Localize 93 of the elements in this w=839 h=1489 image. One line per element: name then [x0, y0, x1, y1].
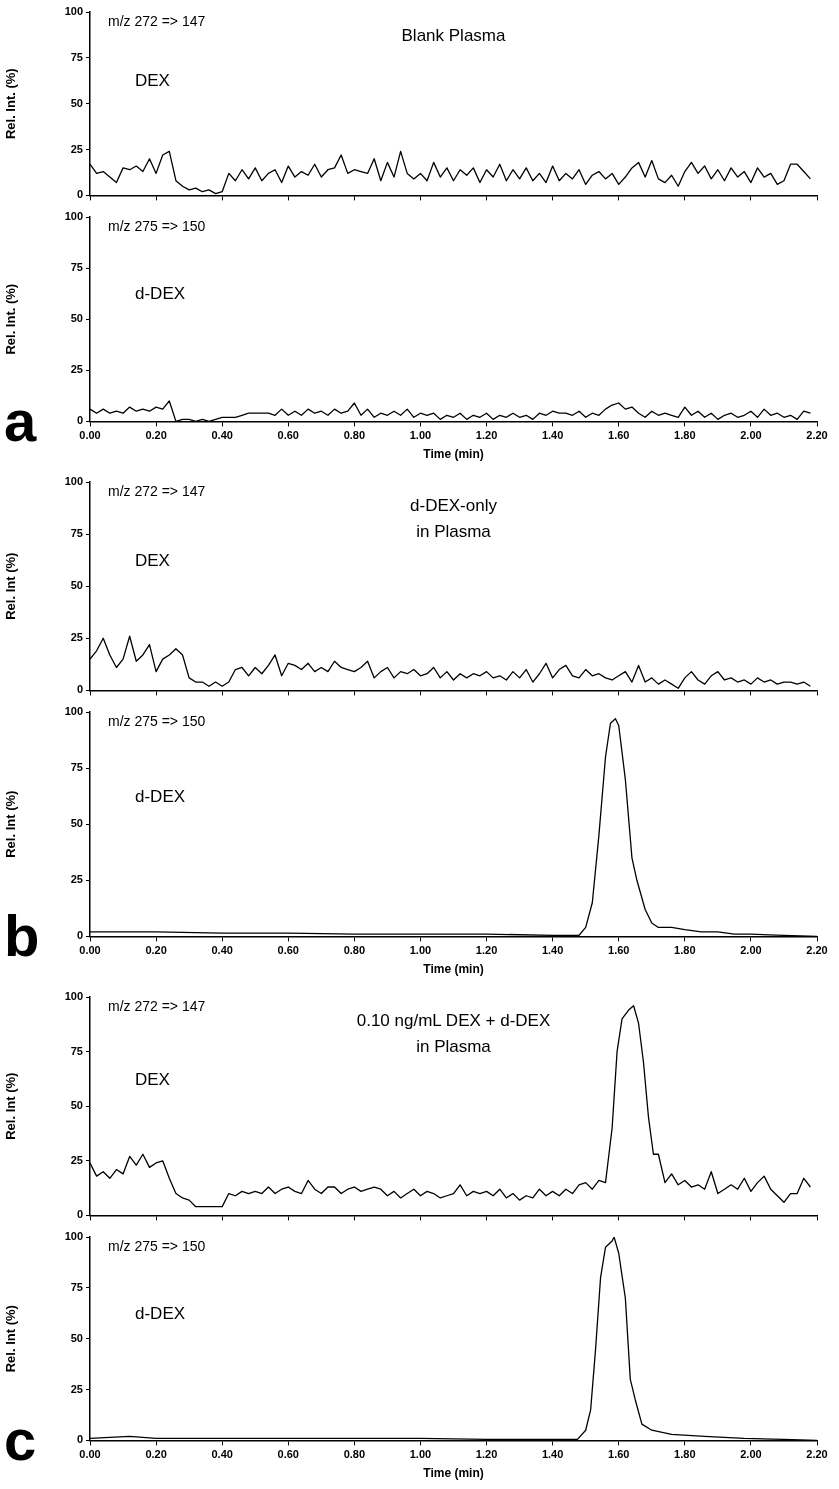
y-tick-label: 75 — [70, 761, 83, 774]
x-tick-label: 2.20 — [806, 944, 828, 957]
x-tick-label: 0.60 — [277, 944, 299, 957]
x-tick-label: 2.00 — [740, 429, 762, 442]
y-tick-label: 25 — [70, 873, 83, 886]
x-tick-label: 0.20 — [145, 429, 167, 442]
x-tick-label: 0.20 — [145, 1448, 167, 1461]
y-tick-label: 50 — [70, 96, 83, 109]
text: d-DEX-only in Plasma — [410, 495, 498, 541]
x-tick-label: 1.40 — [541, 944, 564, 957]
x-tick-label: 0.80 — [343, 944, 366, 957]
x-axis-title: Time (min) — [423, 447, 484, 462]
text: b — [4, 903, 40, 969]
y-tick-label: 100 — [64, 990, 83, 1003]
y-tick-label: 0 — [76, 929, 83, 942]
annotation: m/z 275 => 150 — [108, 1237, 206, 1254]
x-tick-label: 2.20 — [806, 429, 828, 442]
x-tick-label: 0.00 — [79, 1448, 101, 1461]
y-tick-label: 50 — [70, 817, 83, 830]
y-axis-title: Rel. Int (%) — [3, 1305, 19, 1373]
x-tick-label: 1.20 — [475, 944, 498, 957]
y-tick-label: 75 — [70, 50, 83, 63]
annotation: m/z 272 => 147 — [108, 997, 206, 1014]
text: c — [4, 1407, 37, 1473]
x-tick-label: 1.40 — [541, 1448, 564, 1461]
y-tick-label: 0 — [76, 683, 83, 696]
annotation: m/z 275 => 150 — [108, 712, 206, 729]
y-tick-label: 100 — [64, 1230, 83, 1243]
y-axis-title: Rel. Int (%) — [3, 790, 19, 858]
x-tick-label: 2.20 — [806, 1448, 828, 1461]
y-axis-title: Rel. Int. (%) — [3, 283, 19, 355]
text: a — [4, 388, 37, 454]
x-tick-label: 1.60 — [608, 1448, 630, 1461]
y-tick-label: 0 — [76, 1208, 83, 1221]
x-axis-title: Time (min) — [423, 1466, 484, 1481]
y-tick-label: 25 — [70, 142, 83, 155]
y-tick-label: 25 — [70, 363, 83, 376]
x-tick-label: 1.60 — [608, 429, 630, 442]
y-tick-label: 75 — [70, 1280, 83, 1293]
y-tick-label: 0 — [76, 188, 83, 201]
x-tick-label: 0.40 — [211, 429, 233, 442]
y-axis-title: Rel. Int (%) — [3, 552, 19, 620]
annotation: m/z 272 => 147 — [108, 482, 206, 499]
y-tick-label: 50 — [70, 312, 83, 325]
annotation: d-DEX — [135, 1303, 186, 1323]
y-tick-label: 50 — [70, 579, 83, 592]
x-tick-label: 0.20 — [145, 944, 167, 957]
y-tick-label: 50 — [70, 1099, 83, 1112]
annotation: m/z 275 => 150 — [108, 217, 206, 234]
x-tick-label: 0.60 — [277, 429, 299, 442]
annotation: DEX — [135, 1069, 170, 1089]
x-tick-label: 2.00 — [740, 1448, 762, 1461]
x-tick-label: 1.00 — [409, 429, 432, 442]
y-tick-label: 75 — [70, 1044, 83, 1057]
y-tick-label: 0 — [76, 414, 83, 427]
text: Blank Plasma — [401, 25, 507, 45]
annotation: m/z 272 => 147 — [108, 12, 206, 29]
x-tick-label: 1.80 — [674, 1448, 696, 1461]
y-tick-label: 75 — [70, 527, 83, 540]
y-tick-label: 50 — [70, 1331, 83, 1344]
x-tick-label: 0.80 — [343, 429, 366, 442]
annotation: d-DEX — [135, 284, 186, 304]
y-tick-label: 25 — [70, 1382, 83, 1395]
x-tick-label: 1.00 — [409, 944, 432, 957]
y-tick-label: 25 — [70, 631, 83, 644]
y-tick-label: 75 — [70, 261, 83, 274]
y-tick-label: 100 — [64, 5, 83, 18]
y-tick-label: 25 — [70, 1153, 83, 1166]
annotation: d-DEX — [135, 786, 186, 806]
annotation: DEX — [135, 71, 170, 91]
x-tick-label: 1.20 — [475, 429, 498, 442]
x-tick-label: 1.40 — [541, 429, 564, 442]
x-tick-label: 0.00 — [79, 944, 101, 957]
y-tick-label: 100 — [64, 210, 83, 223]
y-axis-title: Rel. Int (%) — [3, 1072, 19, 1140]
text: 0.10 ng/mL DEX + d-DEX in Plasma — [356, 1010, 551, 1056]
annotation: DEX — [135, 550, 170, 570]
x-tick-label: 0.00 — [79, 429, 101, 442]
y-tick-label: 100 — [64, 475, 83, 488]
y-tick-label: 100 — [64, 705, 83, 718]
x-tick-label: 2.00 — [740, 944, 762, 957]
y-axis-title: Rel. Int. (%) — [3, 68, 19, 140]
y-tick-label: 0 — [76, 1433, 83, 1446]
x-tick-label: 1.60 — [608, 944, 630, 957]
x-tick-label: 1.80 — [674, 944, 696, 957]
x-tick-label: 1.00 — [409, 1448, 432, 1461]
x-axis-title: Time (min) — [423, 962, 484, 977]
x-tick-label: 1.80 — [674, 429, 696, 442]
x-tick-label: 1.20 — [475, 1448, 498, 1461]
x-tick-label: 0.40 — [211, 944, 233, 957]
x-tick-label: 0.80 — [343, 1448, 366, 1461]
x-tick-label: 0.40 — [211, 1448, 233, 1461]
x-tick-label: 0.60 — [277, 1448, 299, 1461]
